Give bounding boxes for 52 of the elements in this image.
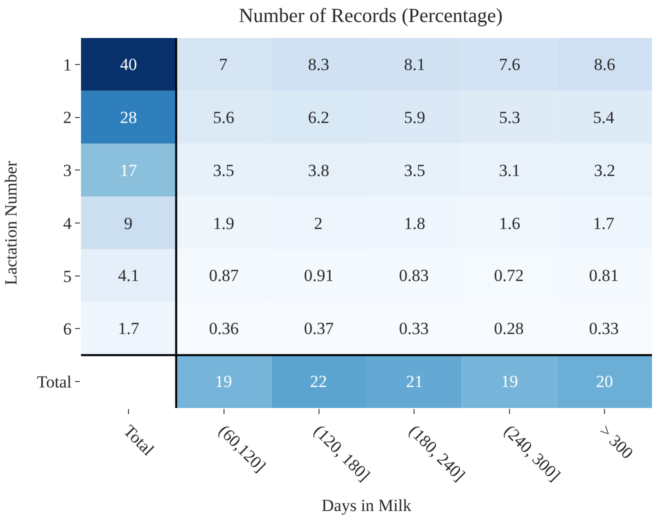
- data-label: 0.28: [494, 319, 524, 338]
- x-tick-label: > 300: [596, 421, 637, 463]
- data-label: 0.87: [209, 266, 240, 285]
- data-label: 9: [124, 214, 132, 233]
- x-axis-title: Days in Milk: [322, 496, 412, 516]
- data-label: 5.3: [499, 108, 520, 127]
- data-label: 8.3: [308, 55, 330, 74]
- y-tick-label: 5: [63, 266, 72, 286]
- data-label: 5.4: [593, 108, 615, 127]
- data-label: 1.7: [118, 319, 140, 338]
- y-tick-label: 3: [63, 161, 72, 180]
- data-label: 1.7: [593, 214, 615, 233]
- data-label: 7: [219, 55, 228, 74]
- data-label: 3.2: [594, 161, 616, 180]
- data-label: 20: [596, 372, 613, 391]
- data-label: 3.1: [499, 161, 520, 180]
- data-label: 19: [501, 372, 518, 391]
- data-label: 0.72: [494, 266, 524, 285]
- data-label: 0.83: [399, 266, 429, 285]
- data-label: 8.6: [594, 55, 616, 74]
- data-label: 3.8: [308, 161, 330, 180]
- data-label: 5.6: [213, 108, 234, 127]
- data-label: 4.1: [118, 266, 140, 285]
- data-label: 1.9: [213, 214, 234, 233]
- y-axis-title: Lactation Number: [1, 160, 20, 286]
- y-tick-label: Total: [36, 372, 72, 392]
- data-label: 6.2: [308, 108, 330, 127]
- data-label: 1.6: [499, 214, 520, 233]
- data-label: 17: [120, 161, 138, 180]
- y-tick-label: 4: [63, 214, 72, 233]
- y-tick-label: 6: [63, 320, 72, 339]
- data-label: 3.5: [213, 161, 234, 180]
- data-label: 21: [406, 372, 423, 391]
- data-label: 5.9: [404, 108, 426, 127]
- data-label: 0.81: [589, 266, 619, 285]
- data-label: 22: [310, 372, 327, 391]
- data-label: 0.37: [304, 319, 334, 338]
- data-label: 1.8: [404, 214, 426, 233]
- data-label: 28: [120, 108, 137, 127]
- chart-title: Number of Records (Percentage): [238, 4, 503, 27]
- data-label: 3.5: [404, 161, 426, 180]
- data-label: 40: [120, 55, 137, 74]
- data-label: 7.6: [499, 55, 520, 74]
- data-label: 0.91: [304, 266, 334, 285]
- y-tick-label: 1: [63, 55, 72, 74]
- data-label: 0.36: [209, 319, 239, 338]
- data-label: 19: [215, 372, 232, 391]
- y-tick-label: 2: [63, 108, 72, 128]
- data-label: 2: [314, 214, 322, 233]
- data-label: 0.33: [399, 319, 429, 338]
- data-label: 8.1: [404, 55, 426, 74]
- data-label: 0.33: [589, 319, 619, 338]
